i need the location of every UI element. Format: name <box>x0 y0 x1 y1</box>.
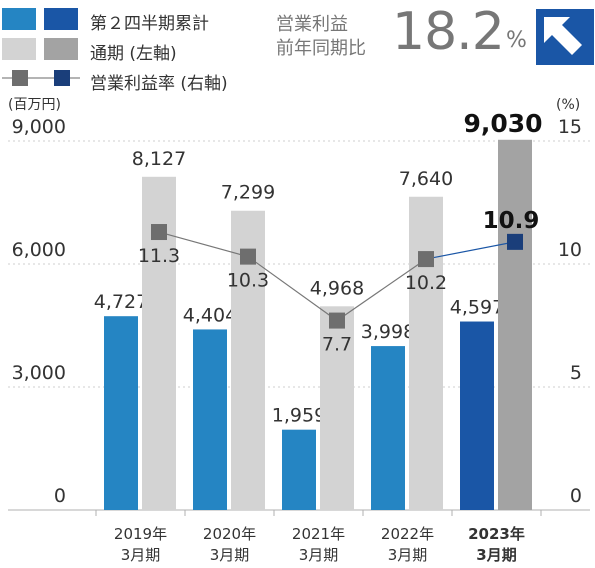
margin-line-segment <box>247 256 338 322</box>
up-left-arrow-icon <box>536 9 594 65</box>
margin-line-segment <box>425 241 516 260</box>
x-tick-label: 3月期 <box>121 546 161 564</box>
margin-value-label: 7.7 <box>322 334 352 356</box>
legend-label-margin: 営業利益率 (右軸) <box>90 74 228 94</box>
margin-marker <box>418 251 434 268</box>
bar-full-value-label: 8,127 <box>132 148 186 170</box>
bar-full <box>320 306 354 510</box>
x-tick-label: 3月期 <box>299 546 339 564</box>
legend-marker-past <box>12 70 28 86</box>
right-tick-label: 10 <box>558 239 582 261</box>
margin-marker <box>329 312 345 329</box>
legend-label-full: 通期 (左軸) <box>90 44 177 64</box>
x-tick-label: 2021年 <box>292 525 345 543</box>
kpi-label-line1: 営業利益 <box>276 14 348 35</box>
legend-swatch-q2-past <box>2 8 36 30</box>
bar-full-value-label: 4,968 <box>310 277 364 299</box>
right-axis-unit: (%) <box>556 97 580 113</box>
left-tick-label: 0 <box>54 485 66 507</box>
right-tick-label: 5 <box>570 362 582 384</box>
bar-full <box>498 139 532 510</box>
bar-q2 <box>193 329 227 510</box>
bar-q2-value-label: 1,959 <box>272 405 326 427</box>
margin-marker <box>507 233 523 250</box>
margin-value-label: 11.3 <box>138 245 180 267</box>
bar-q2-value-label: 4,597 <box>450 297 504 319</box>
bar-q2 <box>460 321 494 510</box>
legend-marker-latest <box>54 70 70 86</box>
x-tick-label: 2022年 <box>381 525 434 543</box>
kpi-value: 18.2 <box>392 2 505 62</box>
x-tick-label: 2023年 <box>468 525 525 543</box>
legend-swatch-full-past <box>2 38 36 60</box>
bar-q2-value-label: 4,727 <box>94 291 148 313</box>
bar-q2 <box>371 346 405 510</box>
x-tick-label: 2019年 <box>114 525 167 543</box>
left-axis-unit: (百万円) <box>8 97 61 113</box>
left-tick-label: 6,000 <box>12 239 66 261</box>
bar-full-value-label: 9,030 <box>463 109 542 138</box>
left-tick-label: 9,000 <box>12 116 66 138</box>
margin-marker <box>151 224 167 241</box>
margin-line-segment <box>158 231 249 258</box>
margin-value-label: 10.9 <box>483 208 540 234</box>
legend-line-marker <box>2 70 80 86</box>
margin-value-label: 10.2 <box>405 272 447 294</box>
bar-full-value-label: 7,640 <box>399 168 453 190</box>
right-tick-label: 15 <box>558 116 582 138</box>
bar-q2-value-label: 4,404 <box>183 304 237 326</box>
x-tick-label: 2020年 <box>203 525 256 543</box>
x-tick-label: 3月期 <box>210 546 250 564</box>
x-tick-label: 3月期 <box>388 546 428 564</box>
x-tick-label: 3月期 <box>476 546 516 564</box>
right-tick-label: 0 <box>570 485 582 507</box>
left-tick-label: 3,000 <box>12 362 66 384</box>
bar-q2 <box>282 429 316 510</box>
margin-line-segment <box>336 258 427 322</box>
bar-q2 <box>104 316 138 510</box>
legend-swatch-q2-latest <box>44 8 78 30</box>
legend-label-q2: 第２四半期累計 <box>90 14 209 34</box>
kpi-unit: % <box>506 28 527 53</box>
margin-value-label: 10.3 <box>227 270 269 292</box>
kpi-label-line2: 前年同期比 <box>276 38 366 59</box>
margin-marker <box>240 248 256 265</box>
bar-q2-value-label: 3,998 <box>361 321 415 343</box>
bar-full <box>409 196 443 510</box>
bar-full-value-label: 7,299 <box>221 182 275 204</box>
legend-swatch-full-latest <box>44 38 78 60</box>
